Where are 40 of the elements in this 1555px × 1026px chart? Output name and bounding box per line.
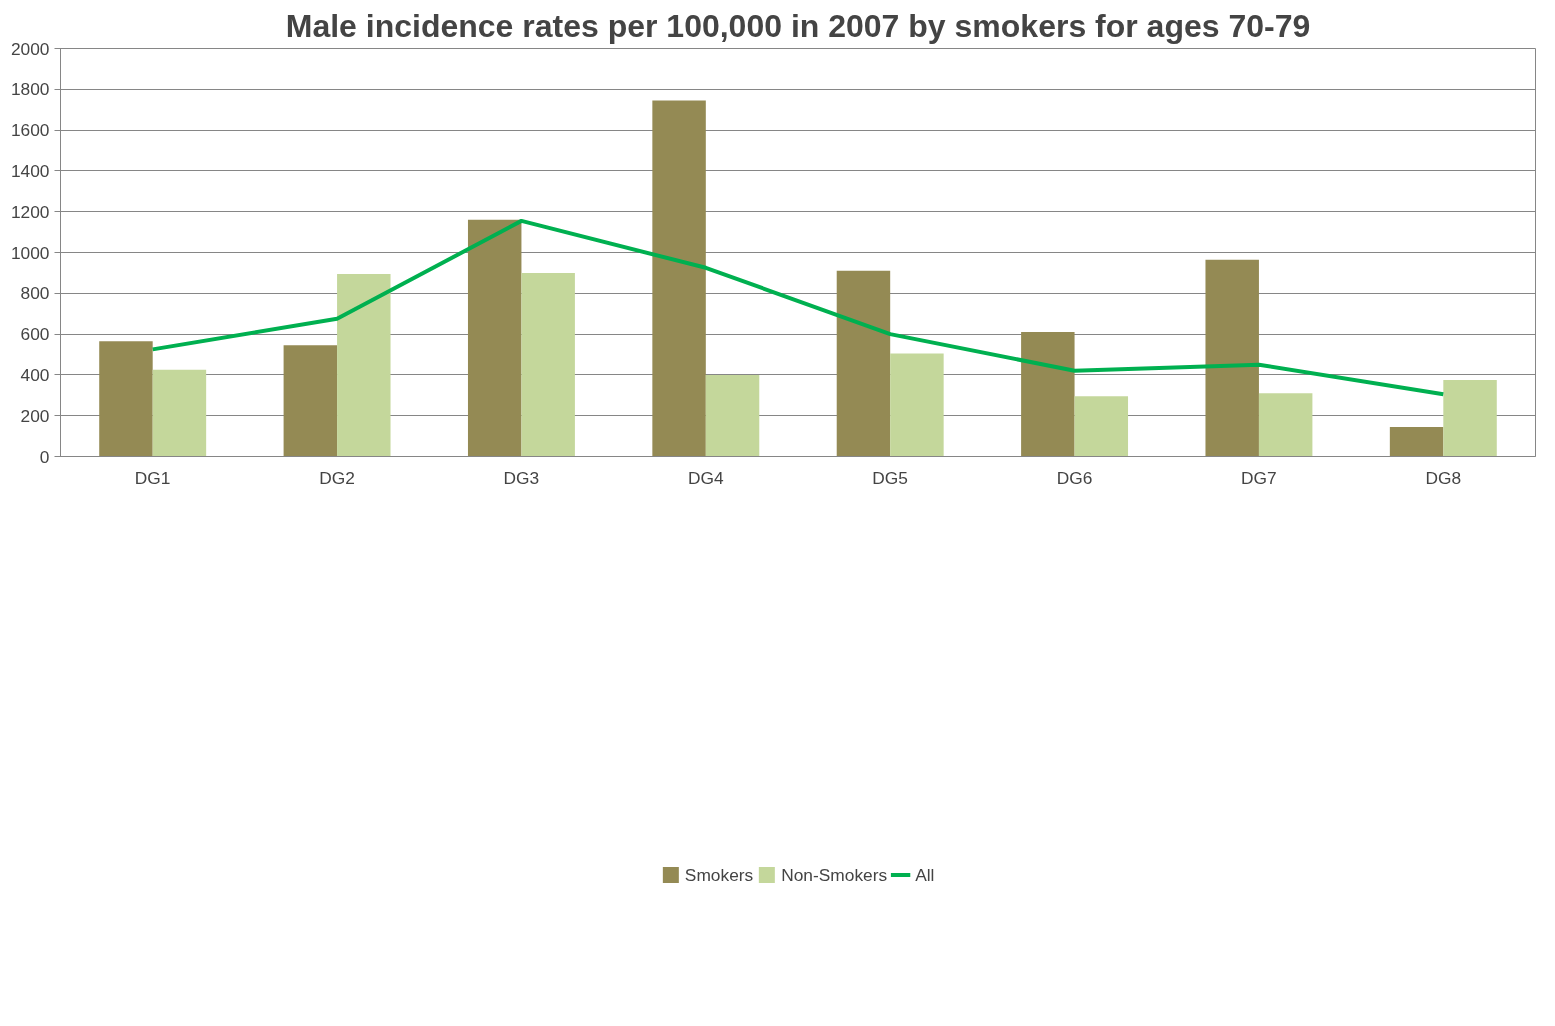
- bar: [152, 369, 207, 457]
- y-tick-label: 2000: [10, 38, 50, 59]
- bar: [1074, 396, 1129, 457]
- bar: [836, 270, 891, 457]
- bar: [337, 273, 391, 457]
- y-tick-label: 800: [20, 283, 50, 304]
- y-tick-label: 1600: [10, 120, 50, 141]
- bar: [521, 272, 575, 457]
- bar: [1021, 332, 1075, 457]
- y-tick-label: 1400: [10, 160, 50, 181]
- y-tick-label: 1200: [10, 201, 50, 222]
- x-tick-label: DG5: [872, 467, 909, 488]
- x-tick-label: DG8: [1425, 467, 1462, 488]
- chart-title: Male incidence rates per 100,000 in 2007 by smokers for ages 70-79: [285, 7, 1311, 44]
- bar: [1443, 380, 1497, 457]
- x-tick-label: DG1: [134, 467, 171, 488]
- y-tick-label: 400: [20, 364, 50, 385]
- x-tick-label: DG4: [688, 467, 724, 488]
- bar: [467, 219, 522, 457]
- legend-label: Smokers: [684, 864, 754, 886]
- bar: [99, 341, 153, 457]
- bar: [1258, 393, 1313, 457]
- bar: [890, 353, 944, 457]
- y-tick-label: 1800: [10, 79, 50, 100]
- y-tick-label: 600: [20, 324, 50, 345]
- bar: [652, 100, 706, 457]
- bar: [705, 374, 760, 457]
- line-series: [150, 218, 1446, 397]
- y-tick-label: 1000: [10, 242, 50, 263]
- legend-label: Non-Smokers: [781, 864, 888, 886]
- bar: [283, 345, 338, 457]
- x-tick-label: DG6: [1056, 467, 1093, 488]
- bar: [1205, 259, 1259, 457]
- x-tick-label: DG2: [319, 467, 355, 488]
- y-tick-label: 200: [20, 405, 50, 426]
- bar: [1389, 426, 1444, 457]
- x-tick-label: DG3: [503, 467, 540, 488]
- legend-label: All: [915, 864, 936, 886]
- x-tick-label: DG7: [1241, 467, 1277, 488]
- y-tick-label: 0: [39, 446, 50, 467]
